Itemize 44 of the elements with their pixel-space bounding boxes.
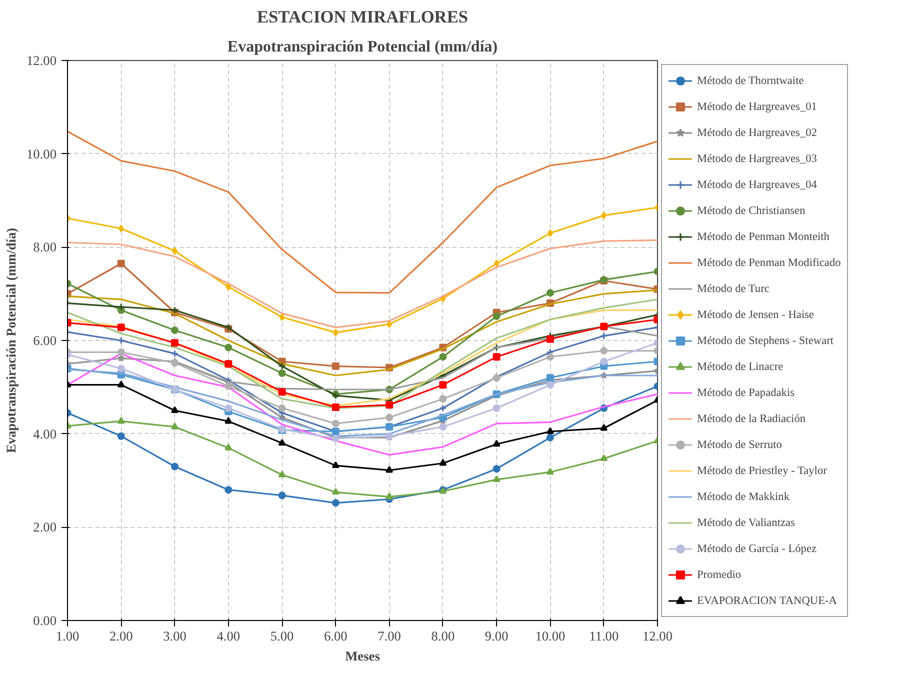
x-tick-label: 6.00	[324, 628, 348, 644]
y-tick-label: 4.00	[33, 426, 57, 442]
legend-label: Método de Priestley - Taylor	[697, 464, 827, 478]
legend-label: Método de Stephens - Stewart	[697, 334, 834, 348]
legend-label: Método de Penman Modificado	[697, 256, 841, 270]
x-tick-label: 3.00	[163, 628, 187, 644]
y-axis-title: Evapotranspiración Potencial (mm/día)	[4, 228, 19, 454]
y-tick-label: 12.00	[26, 53, 57, 68]
legend-label: Método de Christiansen	[697, 204, 806, 218]
x-tick-label: 5.00	[270, 628, 294, 644]
y-tick-label: 6.00	[33, 333, 57, 348]
legend-label: EVAPORACION TANQUE-A	[697, 594, 837, 608]
x-tick-label: 10.00	[535, 628, 566, 644]
legend-label: Método de García - López	[697, 542, 817, 556]
x-tick-label: 9.00	[484, 628, 509, 644]
legend-label: Método de Penman Monteith	[697, 230, 830, 244]
x-tick-label: 1.00	[56, 628, 80, 644]
y-tick-label: 0.00	[33, 613, 57, 628]
legend-label: Promedio	[697, 568, 742, 582]
y-tick-label: 2.00	[33, 520, 57, 535]
legend-label: Método de Serruto	[697, 438, 782, 452]
y-tick-label: 8.00	[33, 240, 57, 255]
legend-label: Método de Papadakis	[697, 386, 795, 400]
x-tick-label: 11.00	[589, 628, 619, 644]
x-tick-label: 8.00	[431, 628, 455, 644]
y-tick-label: 10.00	[26, 146, 57, 162]
legend-label: Método de Makkink	[697, 490, 790, 504]
x-tick-label: 2.00	[109, 628, 134, 644]
chart-subtitle: Evapotranspiración Potencial (mm/día)	[227, 38, 498, 56]
x-tick-label: 7.00	[378, 628, 402, 644]
legend-label: Método de Hargreaves_02	[697, 126, 817, 140]
legend-label: Método de Linacre	[697, 360, 784, 374]
x-tick-label: 4.00	[216, 628, 240, 644]
legend-label: Método de la Radiación	[697, 412, 806, 426]
x-tick-label: 12.00	[642, 628, 673, 644]
legend-label: Método de Hargreaves_03	[697, 152, 817, 166]
legend-label: Método de Hargreaves_04	[697, 178, 817, 192]
legend-label: Método de Turc	[697, 282, 770, 296]
chart-title: ESTACION MIRAFLORES	[256, 8, 468, 26]
legend-label: Método de Valiantzas	[697, 516, 795, 530]
legend-label: Método de Jensen - Haise	[697, 308, 814, 322]
x-axis-title: Meses	[345, 648, 380, 664]
legend-label: Método de Thorntwaite	[697, 74, 804, 88]
legend-label: Método de Hargreaves_01	[697, 100, 817, 114]
